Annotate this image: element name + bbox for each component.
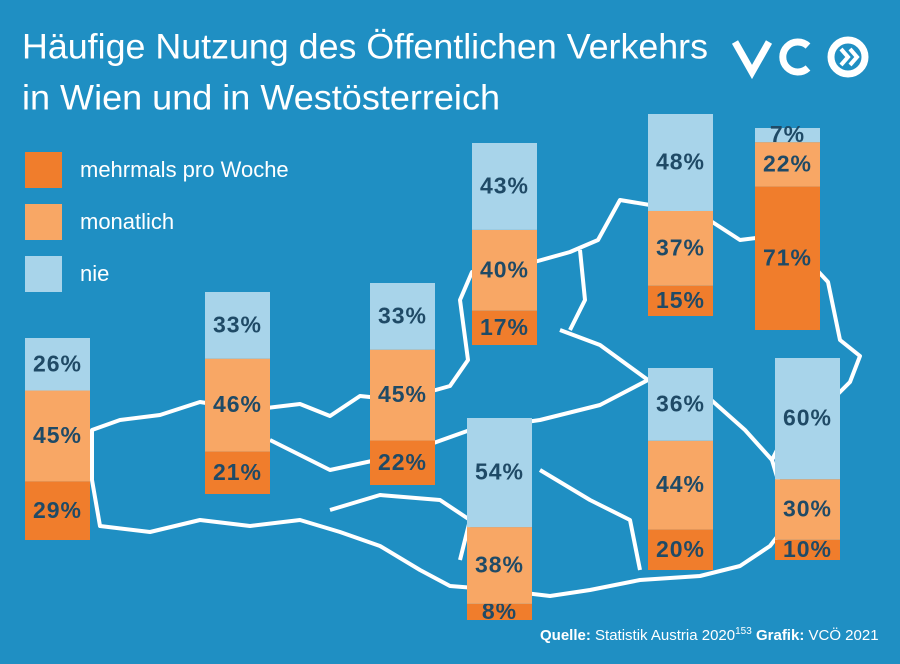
- value-label: 45%: [378, 381, 427, 407]
- value-label: 33%: [213, 311, 262, 337]
- legend-label: mehrmals pro Woche: [80, 157, 289, 182]
- value-label: 44%: [656, 471, 705, 497]
- bar-segment: [370, 283, 435, 350]
- bar-segment: [25, 390, 90, 482]
- value-label: 45%: [33, 422, 82, 448]
- credit-text: VCÖ 2021: [809, 626, 879, 644]
- bar-segment: [25, 338, 90, 391]
- bar-segment: [775, 479, 840, 540]
- source: Quelle: Statistik Austria 2020153 Grafik…: [540, 626, 879, 644]
- value-label: 15%: [656, 287, 705, 313]
- bar-segment: [648, 285, 713, 316]
- value-label: 71%: [763, 244, 812, 270]
- bar-segment: [467, 418, 532, 528]
- bar-segment: [648, 210, 713, 286]
- legend-swatch: [25, 256, 62, 292]
- bar-segment: [775, 539, 840, 560]
- chart-title: Häufige Nutzung des Öffentlichen Verkehr…: [22, 27, 708, 66]
- bar-segment: [755, 128, 820, 143]
- bar-segment: [370, 349, 435, 441]
- bar-segment: [775, 358, 840, 480]
- value-label: 33%: [378, 302, 427, 328]
- value-label: 36%: [656, 390, 705, 416]
- source-note: 153: [735, 626, 752, 637]
- bar-segment: [472, 229, 537, 311]
- bar-segment: [205, 451, 270, 494]
- bar-segment: [472, 310, 537, 345]
- value-label: 54%: [475, 459, 524, 485]
- value-label: 26%: [33, 350, 82, 376]
- bar-segment: [472, 143, 537, 230]
- bar-segment: [755, 186, 820, 330]
- value-label: 48%: [656, 149, 705, 175]
- source-text: Statistik Austria 2020: [595, 627, 735, 644]
- value-label: 46%: [213, 391, 262, 417]
- legend-swatch: [25, 152, 62, 188]
- value-label: 7%: [770, 121, 805, 147]
- credit-label: Grafik:: [756, 627, 804, 644]
- bar-segment: [25, 481, 90, 540]
- value-label: 10%: [783, 536, 832, 562]
- bar-segment: [648, 529, 713, 570]
- bar-segment: [467, 527, 532, 604]
- bar-segment: [648, 114, 713, 211]
- value-label: 40%: [480, 256, 529, 282]
- value-label: 17%: [480, 314, 529, 340]
- bar-segment: [205, 292, 270, 359]
- bar-segment: [648, 368, 713, 441]
- value-label: 30%: [783, 496, 832, 522]
- bar-segment: [648, 440, 713, 530]
- logo: [731, 36, 869, 80]
- source-label: Quelle:: [540, 627, 591, 644]
- value-label: 22%: [763, 150, 812, 176]
- bar-segment: [370, 440, 435, 485]
- legend-label: nie: [80, 261, 109, 286]
- value-label: 29%: [33, 497, 82, 523]
- value-label: 22%: [378, 449, 427, 475]
- bar-segment: [467, 603, 532, 620]
- value-label: 43%: [480, 173, 529, 199]
- legend-swatch: [25, 204, 62, 240]
- value-label: 38%: [475, 552, 524, 578]
- bar-segment: [205, 358, 270, 452]
- value-label: 37%: [656, 234, 705, 260]
- value-label: 21%: [213, 459, 262, 485]
- value-label: 60%: [783, 405, 832, 431]
- bar-segment: [755, 142, 820, 187]
- chart-title: in Wien und in Westösterreich: [22, 78, 500, 117]
- value-label: 20%: [656, 536, 705, 562]
- legend-label: monatlich: [80, 209, 174, 234]
